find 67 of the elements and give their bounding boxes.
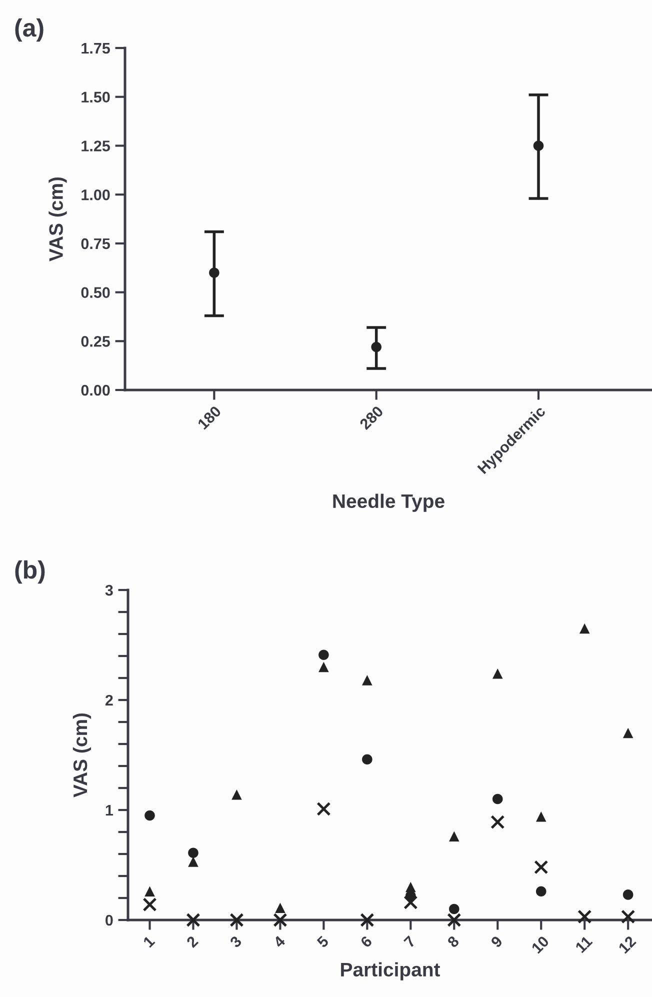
point	[406, 882, 416, 892]
y-tick-label: 0.50	[81, 287, 110, 298]
point	[360, 912, 374, 928]
point	[621, 910, 636, 924]
y-tick-label: 1.75	[82, 43, 110, 54]
point	[536, 886, 546, 897]
point	[144, 810, 155, 821]
x-tick-label: 9	[490, 935, 504, 948]
point	[362, 754, 372, 765]
point	[490, 815, 505, 830]
x-axis-title: Needle Type	[333, 494, 444, 512]
y-tick-label: 2	[105, 694, 113, 706]
point	[579, 623, 590, 634]
text: (a)	[15, 18, 44, 42]
y-tick-label: 0.25	[81, 336, 110, 347]
x-tick-label: 5	[316, 935, 330, 948]
point	[316, 802, 331, 816]
point	[318, 662, 329, 672]
y-tick-label: 1.00	[82, 189, 110, 200]
text: (b)	[15, 560, 45, 584]
x-tick-label: 10	[531, 935, 550, 954]
point	[622, 728, 634, 738]
point	[275, 902, 286, 914]
y-axis-title: VAS (cm)	[72, 713, 92, 798]
point	[232, 789, 242, 800]
point	[536, 811, 546, 822]
y-tick-label: 1	[106, 805, 113, 816]
point	[534, 860, 548, 874]
point	[448, 831, 460, 842]
x-tick-label: 180	[197, 405, 222, 430]
x-tick-label: 6	[360, 935, 373, 948]
point	[188, 848, 198, 858]
x-tick-label: 7	[403, 935, 416, 948]
x-tick-label: 280	[358, 405, 384, 430]
point	[448, 904, 460, 914]
y-tick-label: 0	[106, 914, 113, 926]
point	[186, 912, 200, 928]
y-tick-label: 0.00	[81, 384, 110, 396]
point	[533, 140, 544, 151]
point	[371, 342, 382, 352]
x-tick-label: 1	[142, 935, 156, 948]
y-tick-label: 0.75	[81, 238, 110, 250]
x-tick-label: 2	[186, 935, 199, 948]
point	[404, 895, 418, 910]
point	[318, 650, 329, 660]
y-axis-title: VAS (cm)	[48, 177, 67, 262]
point	[622, 890, 634, 900]
point	[362, 675, 372, 686]
y-tick-label: 1.25	[82, 140, 110, 152]
x-tick-label: 8	[446, 935, 460, 948]
point	[209, 268, 220, 278]
point	[492, 668, 503, 679]
x-tick-label: 3	[229, 935, 242, 948]
point	[144, 886, 155, 897]
y-tick-label: 1.50	[82, 92, 110, 103]
x-axis-title: Participant	[341, 962, 440, 980]
point	[142, 898, 157, 912]
y-tick-label: 3	[105, 584, 113, 596]
x-tick-label: 11	[574, 935, 593, 954]
point	[230, 912, 244, 928]
x-tick-label: 4	[272, 935, 286, 948]
point	[188, 856, 198, 867]
point	[273, 912, 288, 928]
point	[447, 912, 462, 928]
x-tick-label: 12	[618, 935, 636, 954]
point	[492, 794, 503, 804]
point	[578, 910, 592, 924]
